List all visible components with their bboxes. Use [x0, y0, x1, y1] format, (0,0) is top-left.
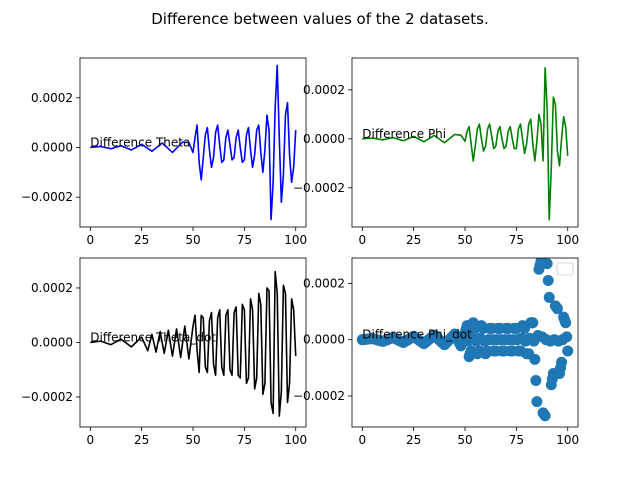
x-tick-label: 25: [134, 233, 149, 247]
y-tick-label: −0.0002: [293, 389, 345, 403]
annotation-phi: Difference Phi: [362, 127, 446, 141]
plot-area-phi: [362, 67, 569, 221]
annotation-theta-dot: Difference Theta_dot: [90, 331, 216, 345]
series-line-theta: [90, 64, 297, 221]
x-tick-label: 100: [556, 433, 579, 447]
scatter-point-phi-dot: [489, 345, 501, 357]
x-tick-label: 100: [284, 433, 307, 447]
x-tick-label: 75: [509, 233, 524, 247]
series-line-phi: [362, 67, 569, 221]
annotation-phi-dot: Difference Phi_dot: [362, 328, 472, 342]
x-tick-label: 50: [185, 433, 200, 447]
scatter-point-phi-dot: [531, 396, 543, 408]
scatter-point-phi-dot: [485, 322, 497, 334]
x-tick-label: 0: [86, 233, 94, 247]
subplot-phi: 0 25 50 75 100 −0.0002 0.0000 0.0002 Difference …: [293, 57, 579, 247]
x-tick-label: 75: [237, 233, 252, 247]
y-tick-label: −0.0002: [21, 190, 73, 204]
y-tick-label: −0.0002: [293, 181, 345, 195]
y-tick-label: 0.0002: [303, 276, 345, 290]
scatter-point-phi-dot: [472, 346, 484, 358]
y-tick-label: 0.0002: [31, 91, 73, 105]
x-tick-label: 0: [86, 433, 94, 447]
x-tick-label: 100: [284, 233, 307, 247]
figure-suptitle: Difference between values of the 2 datas…: [151, 10, 489, 28]
y-tick-label: 0.0000: [303, 333, 345, 347]
scatter-point-phi-dot: [534, 259, 546, 271]
subplot-theta: 0 25 50 75 100 −0.0002 0.0000 0.0002 Difference …: [21, 57, 307, 247]
scatter-point-phi-dot: [543, 291, 555, 303]
scatter-point-phi-dot: [561, 331, 573, 343]
subplot-grid: 0 25 50 75 100 −0.0002 0.0000 0.0002 Difference …: [21, 57, 579, 447]
scatter-point-phi-dot: [530, 375, 542, 387]
scatter-point-phi-dot: [562, 345, 574, 357]
x-tick-label: 50: [185, 233, 200, 247]
scatter-point-phi-dot: [526, 317, 538, 329]
scatter-point-phi-dot: [460, 323, 472, 335]
x-tick-label: 25: [406, 233, 421, 247]
x-tick-label: 50: [457, 233, 472, 247]
subplot-phi-dot: 0 25 50 75 100 −0.0002 0.0000 0.0002 Difference …: [293, 257, 579, 447]
scatter-point-phi-dot: [542, 275, 554, 287]
series-line-theta-dot: [90, 270, 297, 417]
scatter-point-phi-dot: [497, 345, 509, 357]
subplot-theta-dot: 0 25 50 75 100 −0.0002 0.0000 0.0002 Difference …: [21, 257, 307, 447]
x-tick-label: 100: [556, 233, 579, 247]
scatter-point-phi-dot: [518, 321, 530, 333]
scatter-point-phi-dot: [505, 345, 517, 357]
scatter-point-phi-dot: [501, 322, 513, 334]
x-tick-label: 25: [134, 433, 149, 447]
y-tick-label: 0.0000: [31, 336, 73, 350]
scatter-point-phi-dot: [546, 373, 558, 385]
x-tick-label: 75: [509, 433, 524, 447]
scatter-point-phi-dot: [493, 322, 505, 334]
y-tick-label: −0.0002: [21, 390, 73, 404]
scatter-point-phi-dot: [538, 408, 550, 420]
plot-area-theta-dot: [90, 270, 297, 417]
y-tick-label: 0.0002: [31, 281, 73, 295]
y-tick-label: 0.0002: [303, 83, 345, 97]
scatter-point-phi-dot: [559, 314, 571, 326]
x-tick-label: 75: [237, 433, 252, 447]
scatter-point-phi-dot: [555, 362, 567, 374]
x-tick-label: 50: [457, 433, 472, 447]
scatter-point-phi-dot: [509, 322, 521, 334]
scatter-point-phi-dot: [522, 348, 534, 360]
x-tick-label: 0: [358, 433, 366, 447]
scatter-point-phi-dot: [481, 346, 493, 358]
annotation-theta: Difference Theta: [90, 135, 190, 149]
plot-area-theta: [90, 64, 297, 221]
y-tick-label: 0.0000: [303, 132, 345, 146]
x-tick-label: 0: [358, 233, 366, 247]
scatter-point-phi-dot: [468, 320, 480, 332]
scatter-point-phi-dot: [476, 321, 488, 333]
y-tick-label: 0.0000: [31, 140, 73, 154]
scatter-point-phi-dot: [550, 301, 562, 313]
scatter-point-phi-dot: [464, 348, 476, 360]
x-tick-label: 25: [406, 433, 421, 447]
plot-area-phi-dot: [356, 258, 574, 422]
legend-box: [556, 262, 574, 276]
